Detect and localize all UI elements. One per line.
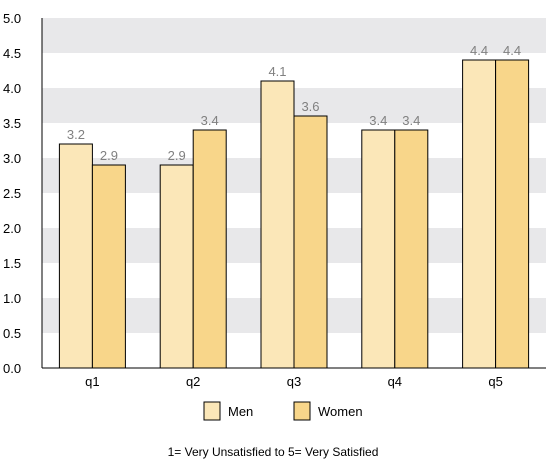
legend-label-women: Women bbox=[318, 404, 363, 419]
data-label: 2.9 bbox=[168, 148, 186, 163]
data-label: 2.9 bbox=[100, 148, 118, 163]
bar-men-q5 bbox=[462, 59, 497, 369]
y-tick-label: 4.0 bbox=[3, 81, 21, 96]
bar-women-q4 bbox=[394, 129, 429, 369]
bar-women-q1 bbox=[91, 164, 126, 369]
y-tick-label: 2.0 bbox=[3, 221, 21, 236]
bar-men-q4 bbox=[361, 129, 396, 369]
y-tick-label: 1.0 bbox=[3, 291, 21, 306]
grid-band bbox=[42, 18, 546, 53]
x-tick-label: q2 bbox=[186, 374, 200, 389]
x-tick-label: q3 bbox=[287, 374, 301, 389]
y-tick-label: 3.5 bbox=[3, 116, 21, 131]
x-tick-label: q1 bbox=[85, 374, 99, 389]
data-label: 4.1 bbox=[268, 64, 286, 79]
y-tick-label: 3.0 bbox=[3, 151, 21, 166]
data-label: 3.4 bbox=[402, 113, 420, 128]
bar-men-q3 bbox=[260, 80, 295, 369]
y-tick-label: 1.5 bbox=[3, 256, 21, 271]
bar-men-q1 bbox=[58, 143, 93, 369]
data-label: 3.2 bbox=[67, 127, 85, 142]
bar-women-q3 bbox=[293, 115, 328, 369]
y-axis-ticks: 0.0 0.5 1.0 1.5 2.0 2.5 3.0 3.5 4.0 4.5 5.0 bbox=[3, 11, 21, 376]
bar-men-q2 bbox=[159, 164, 194, 369]
legend-swatch-men bbox=[203, 401, 221, 421]
data-label: 3.4 bbox=[201, 113, 219, 128]
y-tick-label: 4.5 bbox=[3, 46, 21, 61]
data-label: 4.4 bbox=[503, 43, 521, 58]
data-label: 3.6 bbox=[301, 99, 319, 114]
legend-label-men: Men bbox=[228, 404, 253, 419]
legend: Men Women bbox=[203, 401, 363, 421]
x-axis-ticks: q1 q2 q3 q4 q5 bbox=[85, 374, 503, 389]
bars bbox=[58, 59, 530, 369]
data-label: 3.4 bbox=[369, 113, 387, 128]
x-tick-label: q5 bbox=[488, 374, 502, 389]
y-tick-label: 2.5 bbox=[3, 186, 21, 201]
data-labels: 3.2 2.9 2.9 3.4 4.1 3.6 3.4 3.4 4.4 4.4 bbox=[67, 43, 521, 163]
caption: 1= Very Unsatisfied to 5= Very Satisfied bbox=[168, 445, 379, 459]
legend-swatch-women bbox=[293, 401, 311, 421]
y-tick-label: 0.5 bbox=[3, 326, 21, 341]
y-tick-label: 5.0 bbox=[3, 11, 21, 26]
x-tick-label: q4 bbox=[388, 374, 402, 389]
data-label: 4.4 bbox=[470, 43, 488, 58]
bar-women-q2 bbox=[192, 129, 227, 369]
y-tick-label: 0.0 bbox=[3, 361, 21, 376]
bar-women-q5 bbox=[495, 59, 530, 369]
